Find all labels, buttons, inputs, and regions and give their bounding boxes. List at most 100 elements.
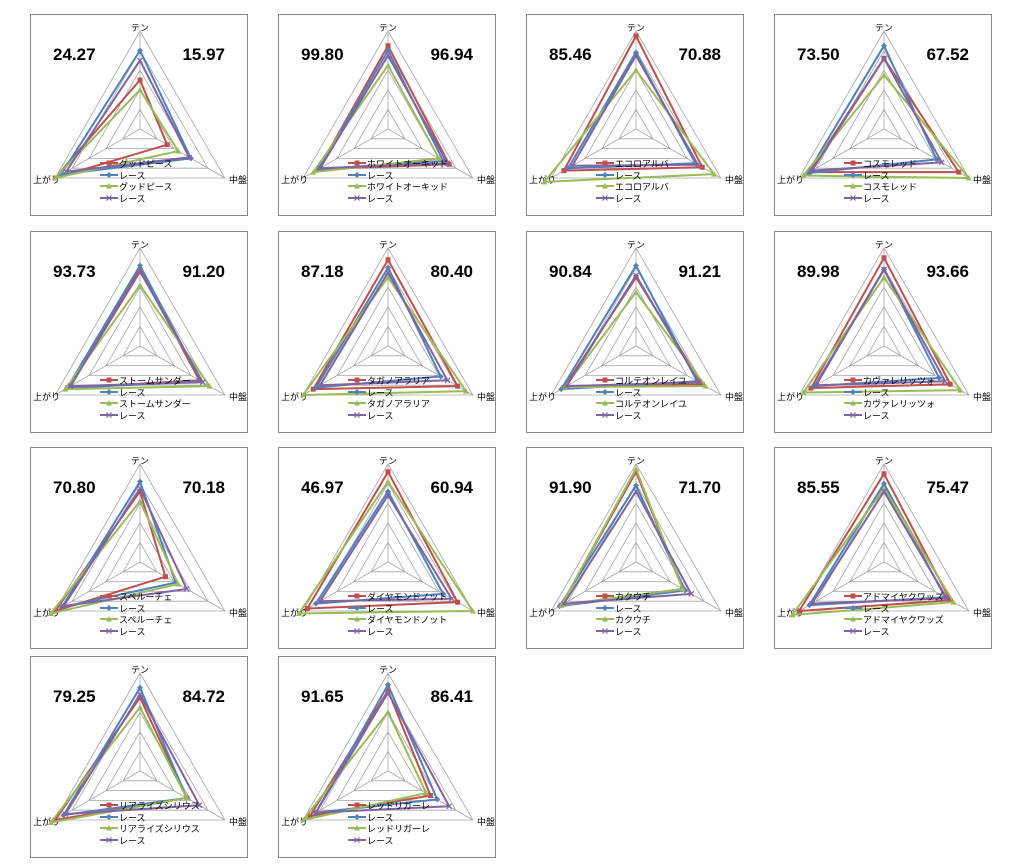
data-point <box>137 704 143 710</box>
axis-label: 中盤 <box>725 174 743 186</box>
axis-label: テン <box>131 23 149 34</box>
axis-label: テン <box>627 240 645 251</box>
legend-label: レース <box>367 834 394 847</box>
score-left: 91.65 <box>301 687 344 707</box>
legend-marker <box>106 814 112 820</box>
axis-label: 中盤 <box>973 607 991 619</box>
legend-swatch <box>843 411 863 419</box>
legend-swatch <box>595 194 615 202</box>
legend-marker <box>107 378 112 383</box>
radar-chart-panel: テン 中盤 上がり 85.46 70.88 エコロアルバ レース エコロアルバ レース <box>526 14 744 216</box>
score-left: 89.98 <box>797 262 840 282</box>
axis-label: 上がり <box>33 391 60 403</box>
radar-chart-panel: テン 中盤 上がり 79.25 84.72 リアライズシリウス レース リアライズシリウス レー… <box>30 656 248 858</box>
legend-marker <box>355 378 360 383</box>
radar-chart-panel: テン 中盤 上がり 46.97 60.94 ダイヤモンドノット レース ダイヤモンドノット レー… <box>278 447 496 649</box>
data-point <box>386 469 391 474</box>
radar-chart-panel: テン 中盤 上がり 87.18 80.40 タガノアラリア レース タガノアラリア レース <box>278 231 496 433</box>
legend-marker <box>106 172 112 178</box>
series-line <box>65 695 199 815</box>
series-line <box>561 266 697 389</box>
legend-swatch <box>595 399 615 407</box>
series-line <box>68 270 200 388</box>
legend-swatch <box>595 171 615 179</box>
legend-swatch <box>99 159 119 167</box>
legend-swatch <box>843 627 863 635</box>
radar-chart-panel: テン 中盤 上がり 73.50 67.52 コスモレッド レース コスモレッド レース <box>774 14 992 216</box>
legend-marker <box>603 161 608 166</box>
score-right: 15.97 <box>182 45 225 65</box>
axis-label: テン <box>875 456 893 467</box>
axis-label: 中盤 <box>725 391 743 403</box>
legend-swatch <box>595 615 615 623</box>
legend-swatch <box>347 615 367 623</box>
legend-swatch <box>347 592 367 600</box>
data-point <box>386 43 391 48</box>
legend-swatch <box>99 801 119 809</box>
axis-label: テン <box>379 23 397 34</box>
legend-swatch <box>99 592 119 600</box>
legend-swatch <box>347 159 367 167</box>
legend-marker <box>602 172 608 178</box>
data-point <box>385 709 391 715</box>
legend-swatch <box>347 836 367 844</box>
legend-label: レース <box>119 834 146 847</box>
axis-label: 中盤 <box>973 174 991 186</box>
axis-label: テン <box>131 665 149 676</box>
legend-label: レース <box>367 409 394 422</box>
axis-label: テン <box>131 456 149 467</box>
legend-marker <box>106 389 112 395</box>
axis-label: 中盤 <box>477 816 495 828</box>
legend-swatch <box>99 604 119 612</box>
legend-label: レース <box>367 625 394 638</box>
legend-marker <box>851 594 856 599</box>
axis-label: 中盤 <box>229 391 247 403</box>
legend-marker <box>851 161 856 166</box>
legend-swatch <box>595 592 615 600</box>
legend-marker <box>850 389 856 395</box>
legend-marker <box>354 389 360 395</box>
score-left: 90.84 <box>549 262 592 282</box>
legend-swatch <box>595 627 615 635</box>
legend-swatch <box>99 824 119 832</box>
score-right: 84.72 <box>182 687 225 707</box>
legend-swatch <box>347 813 367 821</box>
data-point <box>882 471 887 476</box>
radar-chart-panel: テン 中盤 上がり 24.27 15.97 グッドピース レース グッドピース レース <box>30 14 248 216</box>
score-right: 80.40 <box>430 262 473 282</box>
legend-label: レース <box>863 409 890 422</box>
legend-marker <box>354 814 360 820</box>
legend-swatch <box>595 411 615 419</box>
series-line <box>812 58 942 170</box>
legend-label: レース <box>119 625 146 638</box>
legend-swatch <box>99 627 119 635</box>
score-left: 79.25 <box>53 687 96 707</box>
legend-swatch <box>347 376 367 384</box>
radar-chart-panel: テン 中盤 上がり 90.84 91.21 コルテオンレイユ レース コルテオンレイユ レース <box>526 231 744 433</box>
legend-swatch <box>347 604 367 612</box>
data-point <box>633 289 639 295</box>
axis-label: 中盤 <box>477 607 495 619</box>
radar-chart-panel: テン 中盤 上がり 70.80 70.18 スペルーチェ レース スペルーチェ レース <box>30 447 248 649</box>
legend-swatch <box>595 604 615 612</box>
legend-swatch <box>347 824 367 832</box>
legend-label: レース <box>615 409 642 422</box>
score-right: 71.70 <box>678 478 721 498</box>
legend-marker <box>851 378 856 383</box>
legend-swatch <box>99 411 119 419</box>
legend-swatch <box>595 182 615 190</box>
legend-swatch <box>347 171 367 179</box>
axis-label: 中盤 <box>725 607 743 619</box>
score-left: 85.46 <box>549 45 592 65</box>
series-line <box>566 275 698 386</box>
axis-label: 上がり <box>777 391 804 403</box>
legend-marker <box>355 161 360 166</box>
data-point <box>137 282 143 288</box>
axis-label: テン <box>627 23 645 34</box>
legend-swatch <box>843 604 863 612</box>
legend-swatch <box>347 194 367 202</box>
legend-marker <box>107 161 112 166</box>
axis-label: 中盤 <box>229 607 247 619</box>
score-right: 86.41 <box>430 687 473 707</box>
axis-label: 中盤 <box>973 391 991 403</box>
